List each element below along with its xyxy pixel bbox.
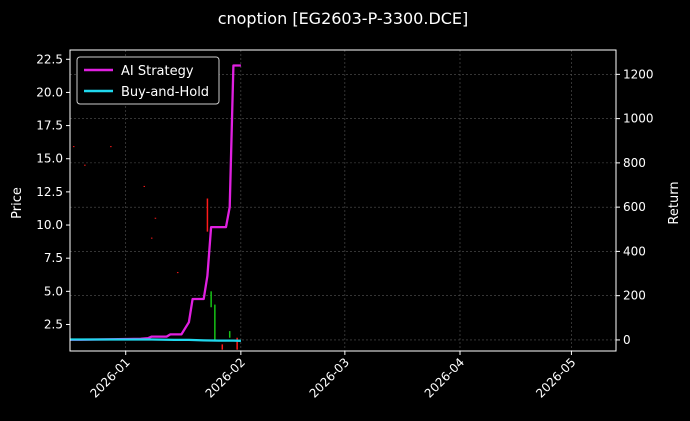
y2-axis-label: Return <box>667 181 682 224</box>
y-tick-label: 10.0 <box>36 218 63 232</box>
candle <box>236 337 238 350</box>
y2-tick-label: 400 <box>623 244 646 258</box>
candle <box>221 344 224 350</box>
series-line-buy-and-hold <box>70 338 241 342</box>
y2-tick-label: 800 <box>623 156 646 170</box>
candle <box>143 185 146 187</box>
y2-tick-label: 0 <box>623 333 631 347</box>
y-tick-label: 17.5 <box>36 119 63 133</box>
legend: AI Strategy Buy-and-Hold <box>76 56 220 105</box>
candle <box>176 272 179 274</box>
candle <box>110 146 112 148</box>
candle <box>72 146 75 148</box>
candle <box>154 217 157 219</box>
y2-tick-label: 1000 <box>623 112 654 126</box>
y-tick-label: 2.5 <box>44 317 63 331</box>
candles <box>72 146 238 350</box>
y-tick-label: 7.5 <box>44 251 63 265</box>
y-tick-label: 5.0 <box>44 284 63 298</box>
y-axis-label: Price <box>10 187 25 219</box>
candle <box>206 198 209 232</box>
legend-label-ai-strategy: AI Strategy <box>121 64 194 79</box>
y-tick-label: 15.0 <box>36 152 63 166</box>
candle <box>228 331 231 338</box>
candle <box>84 164 86 166</box>
plot-frame <box>69 49 617 352</box>
grid <box>70 50 616 351</box>
series-lines <box>70 64 241 342</box>
y2-tick-label: 1200 <box>623 67 654 81</box>
y-tick-label: 22.5 <box>36 52 63 66</box>
y2-tick-label: 600 <box>623 200 646 214</box>
candle <box>210 291 212 308</box>
y2-tick-label: 200 <box>623 289 646 303</box>
y-tick-label: 12.5 <box>36 185 63 199</box>
candle <box>150 237 153 239</box>
chart-title: cnoption [EG2603-P-3300.DCE] <box>218 9 469 28</box>
legend-label-buy-and-hold: Buy-and-Hold <box>121 85 209 100</box>
y-tick-label: 20.0 <box>36 85 63 99</box>
candle <box>214 304 216 341</box>
